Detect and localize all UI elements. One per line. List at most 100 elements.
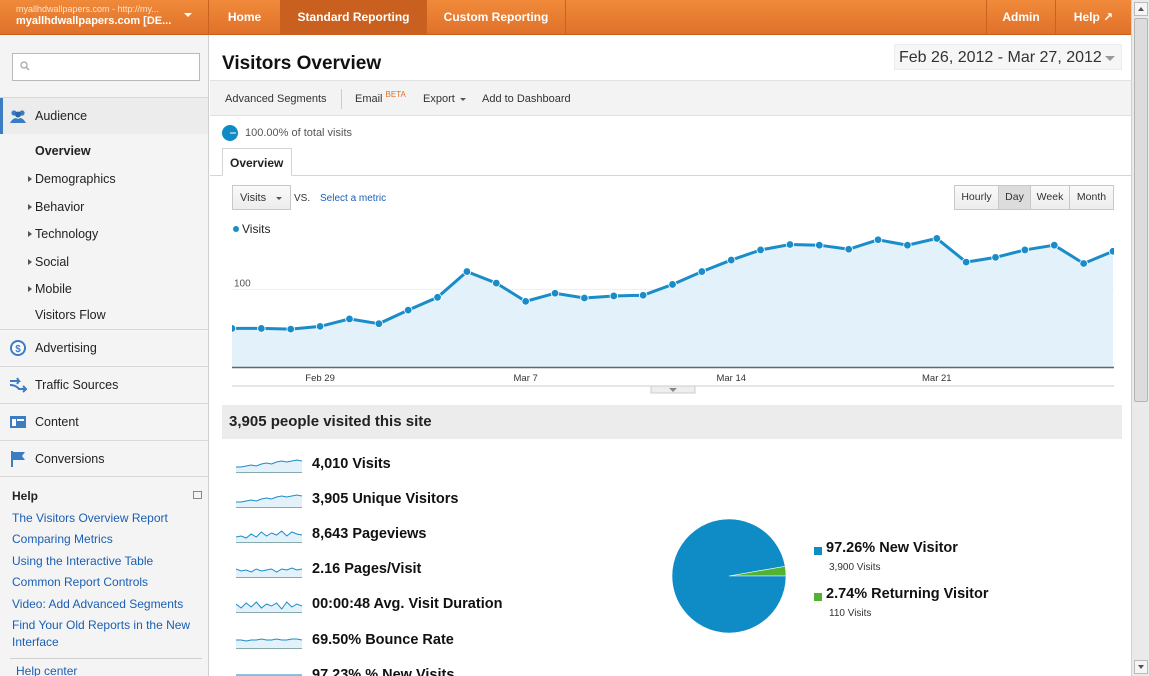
- tab-underline: [210, 175, 1131, 176]
- legend-name: New Visitor: [879, 540, 958, 556]
- sparkline-icon: [236, 601, 302, 613]
- scroll-down-button[interactable]: [1134, 660, 1148, 674]
- help-link[interactable]: Find Your Old Reports in the New Interfa…: [12, 618, 191, 649]
- data-point[interactable]: [1108, 247, 1114, 256]
- data-point[interactable]: [785, 240, 795, 249]
- metric-select[interactable]: Visits: [232, 185, 291, 210]
- select-metric-link[interactable]: Select a metric: [320, 193, 387, 204]
- pie-slice-new-visitor[interactable]: [671, 518, 787, 634]
- segment-summary: 100.00% of total visits: [245, 127, 353, 139]
- sidebar-item-label: Audience: [35, 109, 88, 123]
- help-link[interactable]: Using the Interactive Table: [12, 554, 154, 568]
- data-point[interactable]: [492, 278, 501, 288]
- nav-standard-reporting[interactable]: Standard Reporting: [281, 0, 427, 35]
- sidebar-item-technology[interactable]: Technology: [28, 227, 98, 241]
- data-point[interactable]: [873, 235, 883, 244]
- data-point[interactable]: [580, 293, 589, 303]
- legend-dot: [233, 226, 239, 232]
- advanced-segments-button[interactable]: Advanced Segments: [225, 93, 327, 105]
- data-point[interactable]: [433, 293, 442, 302]
- traffic-arrows-icon: [9, 377, 27, 393]
- search-box[interactable]: [12, 53, 200, 81]
- granularity-week[interactable]: Week: [1031, 186, 1070, 209]
- data-point[interactable]: [932, 234, 941, 243]
- visitor-type-pie-chart: [671, 518, 787, 634]
- sidebar-item-behavior[interactable]: Behavior: [28, 200, 85, 214]
- help-link[interactable]: Common Report Controls: [12, 575, 149, 589]
- granularity-day[interactable]: Day: [999, 186, 1031, 209]
- data-point[interactable]: [844, 245, 853, 254]
- sidebar-item-content[interactable]: Content: [0, 404, 208, 440]
- search-input[interactable]: [35, 58, 195, 76]
- collapse-icon[interactable]: [193, 491, 202, 499]
- help-link[interactable]: The Visitors Overview Report: [12, 511, 168, 525]
- nav-admin[interactable]: Admin: [986, 0, 1056, 35]
- x-tick-label: Mar 21: [922, 373, 952, 384]
- sparkline-icon: [236, 459, 302, 473]
- data-point[interactable]: [638, 291, 648, 300]
- data-point[interactable]: [1079, 259, 1088, 268]
- data-point[interactable]: [1020, 245, 1030, 255]
- add-to-dashboard-button[interactable]: Add to Dashboard: [482, 93, 571, 105]
- account-url: myallhdwallpapers.com - http://my...: [16, 4, 159, 14]
- data-point[interactable]: [550, 289, 560, 298]
- granularity-hourly[interactable]: Hourly: [955, 186, 999, 209]
- data-point[interactable]: [609, 291, 618, 301]
- help-link[interactable]: Video: Add Advanced Segments: [12, 597, 184, 611]
- legend-swatch: [814, 547, 822, 555]
- scroll-thumb[interactable]: [1134, 18, 1148, 402]
- help-link[interactable]: Comparing Metrics: [12, 532, 113, 546]
- page-title: Visitors Overview: [222, 53, 382, 74]
- vertical-scrollbar[interactable]: [1131, 0, 1149, 676]
- data-point[interactable]: [232, 324, 237, 333]
- x-tick-label: Mar 7: [514, 373, 538, 384]
- data-point[interactable]: [1050, 240, 1059, 250]
- dollar-icon: $: [10, 340, 26, 356]
- export-button[interactable]: Export: [423, 93, 466, 105]
- flag-icon: [11, 451, 25, 467]
- data-point[interactable]: [668, 280, 677, 289]
- nav-help[interactable]: Help ↗: [1073, 10, 1114, 24]
- granularity-month[interactable]: Month: [1070, 186, 1113, 209]
- sidebar-item-mobile[interactable]: Mobile: [28, 282, 72, 296]
- sidebar-item-social[interactable]: Social: [28, 255, 69, 269]
- help-center-link[interactable]: Help center: [16, 664, 78, 676]
- date-range-picker[interactable]: Feb 26, 2012 - Mar 27, 2012: [894, 44, 1122, 70]
- data-point[interactable]: [697, 267, 707, 276]
- email-label: Email: [355, 93, 383, 105]
- data-point[interactable]: [462, 267, 472, 276]
- sidebar: Audience Overview Demographics Behavior …: [0, 35, 209, 676]
- sidebar-item-advertising[interactable]: $ Advertising: [0, 330, 208, 366]
- sidebar-item-conversions[interactable]: Conversions: [0, 441, 208, 477]
- nav-custom-reporting[interactable]: Custom Reporting: [427, 0, 566, 35]
- tab-overview[interactable]: Overview: [222, 148, 292, 176]
- sparkline-icon: [236, 567, 302, 578]
- data-point[interactable]: [345, 314, 354, 324]
- sidebar-item-demographics[interactable]: Demographics: [28, 172, 116, 186]
- sidebar-item-label: Behavior: [35, 200, 85, 214]
- sidebar-item-label: Content: [35, 415, 79, 429]
- sidebar-item-traffic-sources[interactable]: Traffic Sources: [0, 367, 208, 403]
- data-point[interactable]: [991, 253, 1000, 262]
- email-button[interactable]: Email BETA: [355, 90, 406, 105]
- account-selector[interactable]: myallhdwallpapers.com - http://my... mya…: [0, 0, 209, 35]
- data-point[interactable]: [961, 257, 971, 267]
- nav-home[interactable]: Home: [209, 0, 281, 35]
- data-point[interactable]: [286, 324, 295, 334]
- data-point[interactable]: [257, 324, 266, 333]
- data-point[interactable]: [374, 319, 384, 328]
- data-point[interactable]: [521, 297, 530, 306]
- report-toolbar: Advanced Segments Email BETA Export Add t…: [210, 80, 1131, 116]
- scroll-up-button[interactable]: [1134, 2, 1148, 16]
- data-point[interactable]: [727, 255, 736, 265]
- sidebar-item-audience[interactable]: Audience: [0, 98, 208, 134]
- data-point[interactable]: [815, 240, 824, 250]
- data-point[interactable]: [903, 240, 912, 250]
- data-point[interactable]: [756, 245, 765, 255]
- data-point[interactable]: [403, 305, 413, 315]
- chart-resize-handle[interactable]: [650, 385, 696, 394]
- segment-pie-icon: [222, 125, 238, 141]
- sidebar-item-visitors-flow[interactable]: Visitors Flow: [35, 308, 106, 322]
- data-point[interactable]: [315, 322, 325, 331]
- sidebar-item-overview[interactable]: Overview: [35, 144, 91, 158]
